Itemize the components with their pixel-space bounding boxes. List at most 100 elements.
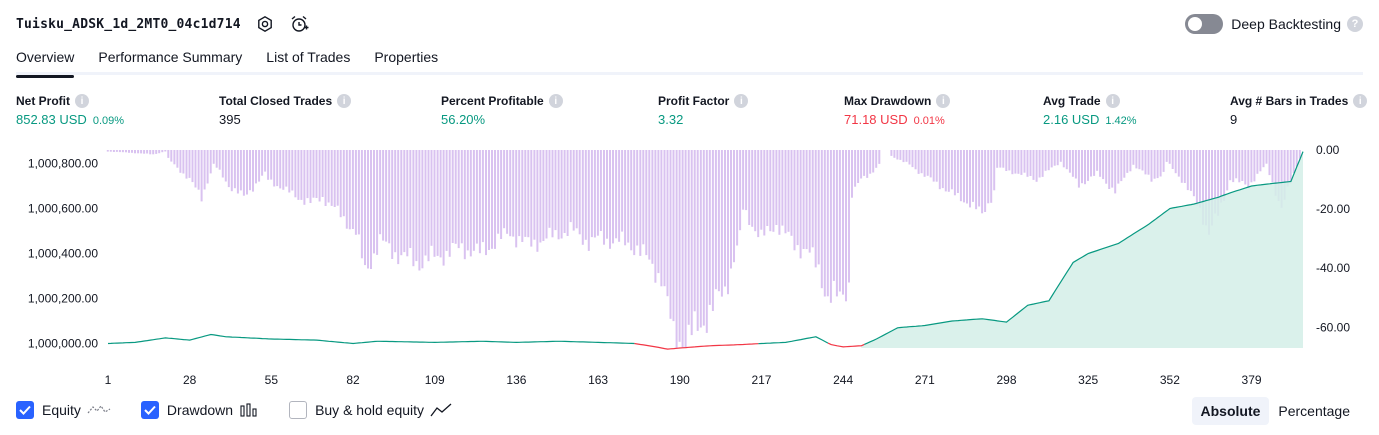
drawdown-bar — [1168, 150, 1171, 164]
drawdown-checkbox[interactable] — [140, 401, 159, 419]
drawdown-bar — [297, 150, 300, 200]
drawdown-bar — [545, 150, 548, 239]
stat-label: Avg Trade — [1043, 94, 1101, 108]
drawdown-bar — [472, 150, 475, 251]
legend-drawdown[interactable]: Drawdown — [140, 401, 259, 419]
info-icon[interactable]: i — [1353, 94, 1368, 108]
info-icon[interactable]: i — [337, 94, 352, 108]
drawdown-bar — [981, 150, 984, 214]
buy-hold-checkbox[interactable] — [289, 401, 308, 419]
drawdown-bar — [394, 150, 397, 253]
drawdown-bar — [379, 150, 382, 235]
deep-backtesting-toggle[interactable] — [1185, 14, 1224, 34]
drawdown-bar — [639, 150, 642, 256]
drawdown-bar — [1087, 150, 1089, 181]
drawdown-bar — [781, 150, 784, 226]
drawdown-bar — [935, 150, 938, 182]
info-icon[interactable]: i — [734, 94, 749, 108]
settings-icon[interactable] — [255, 14, 275, 34]
help-icon[interactable]: ? — [1347, 16, 1363, 32]
drawdown-bar — [173, 150, 176, 165]
drawdown-bar — [1023, 150, 1026, 173]
absolute-button[interactable]: Absolute — [1191, 397, 1270, 425]
drawdown-bar — [1056, 150, 1059, 166]
drawdown-bar — [551, 150, 554, 238]
x-axis-label: 244 — [833, 373, 853, 387]
drawdown-bar — [1244, 150, 1247, 185]
percentage-button[interactable]: Percentage — [1278, 403, 1350, 419]
drawdown-bar — [838, 150, 841, 292]
stat-percent: 0.01% — [913, 115, 945, 127]
legend-buy-hold[interactable]: Buy & hold equity — [289, 401, 452, 419]
drawdown-bar — [179, 150, 182, 173]
drawdown-bar — [548, 150, 551, 228]
drawdown-bar — [956, 150, 959, 193]
drawdown-bar — [503, 150, 506, 229]
equity-checkbox[interactable] — [16, 401, 34, 419]
drawdown-bar — [439, 150, 442, 258]
drawdown-bar — [294, 150, 297, 198]
tab-overview[interactable]: Overview — [16, 44, 75, 78]
drawdown-bar — [134, 150, 136, 154]
drawdown-bar — [261, 150, 264, 176]
drawdown-bar — [457, 150, 460, 249]
drawdown-bar — [606, 150, 608, 239]
drawdown-bar — [799, 150, 802, 259]
stat-value: 852.83 USD — [16, 112, 87, 127]
bar-chart-icon — [239, 403, 259, 417]
drawdown-bar — [893, 150, 896, 158]
drawdown-bar — [636, 150, 639, 246]
drawdown-bar — [808, 150, 811, 253]
drawdown-bar — [1223, 150, 1226, 201]
drawdown-bar — [896, 150, 899, 160]
drawdown-bar — [584, 150, 587, 240]
drawdown-bar — [406, 150, 409, 257]
drawdown-bar — [711, 150, 714, 311]
info-icon[interactable]: i — [1105, 94, 1120, 108]
stat-value: 9 — [1230, 112, 1238, 127]
drawdown-bar — [745, 150, 748, 211]
drawdown-bar — [1014, 150, 1017, 174]
drawdown-bar — [1032, 150, 1035, 180]
drawdown-bar — [760, 150, 763, 230]
stats-row: Net Profit i 852.83 USD 0.09% Total Closed… — [0, 92, 1379, 132]
drawdown-bar — [612, 150, 614, 244]
drawdown-bar — [802, 150, 805, 249]
drawdown-bar — [1102, 150, 1105, 180]
drawdown-bar — [524, 150, 527, 237]
drawdown-bar — [987, 150, 990, 204]
drawdown-bar — [1292, 150, 1295, 173]
drawdown-bar — [1289, 150, 1292, 184]
drawdown-bar — [872, 150, 875, 173]
drawdown-bar — [663, 150, 666, 287]
drawdown-bar — [603, 150, 605, 245]
tab-performance-summary[interactable]: Performance Summary — [98, 49, 243, 65]
info-icon[interactable]: i — [548, 94, 563, 108]
legend-equity[interactable]: Equity — [16, 401, 111, 419]
drawdown-bar — [1198, 150, 1201, 208]
drawdown-bar — [984, 150, 987, 212]
equity-drawdown-chart[interactable]: 1,000,800.00 1,000,600.00 1,000,400.00 1,00… — [0, 140, 1379, 390]
stat-percent: 0.09% — [92, 115, 125, 127]
drawdown-bar — [642, 150, 645, 245]
tab-list-of-trades[interactable]: List of Trades — [266, 49, 351, 65]
drawdown-bar — [1192, 150, 1195, 197]
drawdown-bar — [624, 150, 627, 246]
drawdown-bar — [224, 150, 227, 182]
info-icon[interactable]: i — [936, 94, 951, 108]
drawdown-bar — [1220, 150, 1223, 203]
drawdown-bar — [273, 150, 276, 187]
drawdown-bar — [832, 150, 835, 281]
drawdown-bar — [1147, 150, 1150, 175]
drawdown-bar — [593, 150, 596, 238]
drawdown-bar — [1162, 150, 1165, 172]
drawdown-bar — [869, 150, 872, 174]
drawdown-bar — [1217, 150, 1220, 216]
tab-properties[interactable]: Properties — [374, 49, 439, 65]
drawdown-bar — [497, 150, 500, 234]
info-icon[interactable]: i — [75, 94, 89, 108]
drawdown-bar — [727, 150, 729, 295]
drawdown-bar — [258, 150, 261, 182]
drawdown-bar — [354, 150, 357, 235]
add-alert-icon[interactable] — [289, 14, 309, 34]
